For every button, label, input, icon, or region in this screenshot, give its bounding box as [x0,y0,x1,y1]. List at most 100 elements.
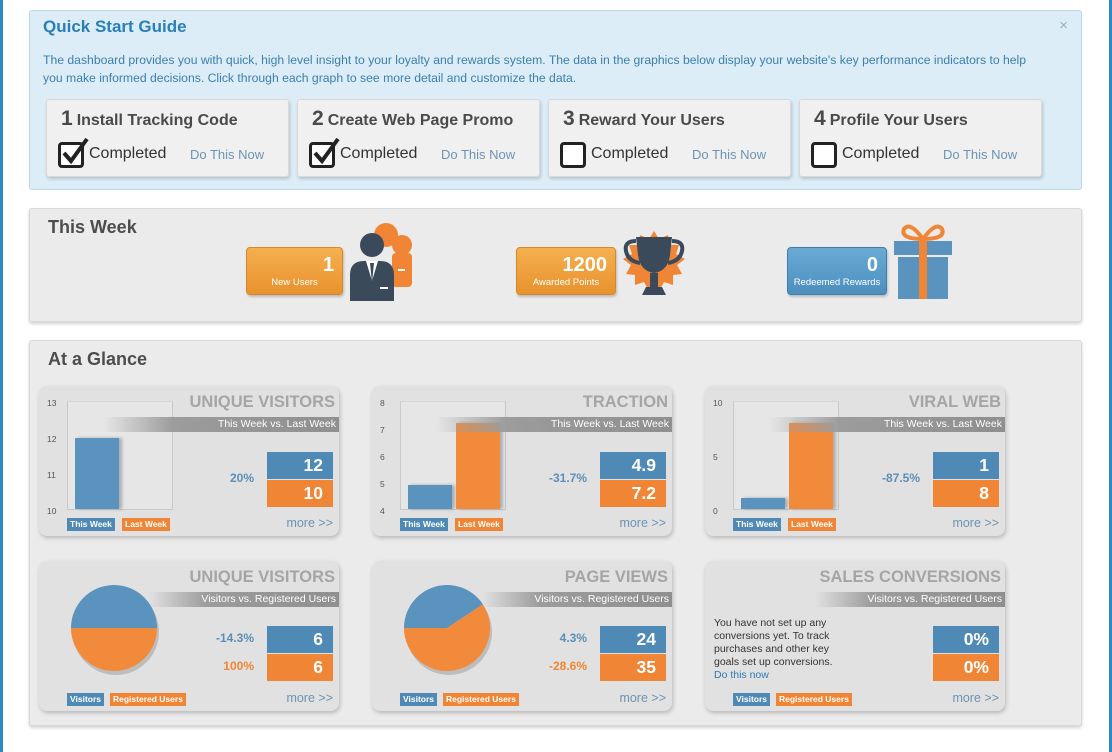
step-status: Completed [340,145,418,162]
visitors-value: 6 [267,626,333,653]
step-reward-your-users: 3 Reward Your Users Completed Do This Now [548,99,791,177]
this-week-value: 4.9 [600,452,666,479]
registered-change-percent: 100% [223,659,260,673]
y-tick-label: 5 [713,452,718,462]
awarded-points-label: Awarded Points [532,277,600,288]
y-tick-label: 10 [47,506,57,516]
viral-web-card[interactable]: 10 5 0 This Week Last Week VIRAL WEB Thi… [705,386,1005,536]
y-tick-label: 5 [380,479,385,489]
pie-slice-registered [71,628,157,671]
legend-registered-users: Registered Users [776,693,852,706]
pie-slice-registered [404,604,490,671]
y-tick-label: 4 [380,506,385,516]
window-border-left [0,0,3,752]
unique-visitors-registered-card[interactable]: Visitors Registered Users UNIQUE VISITOR… [39,561,339,711]
pie-chart [404,585,492,675]
sales-conversions-card[interactable]: You have not set up any conversions yet.… [705,561,1005,711]
more-link[interactable]: more >> [286,516,333,530]
legend-last-week: Last Week [788,518,836,531]
registered-change-percent: -28.6% [549,659,593,673]
bar-last-week [789,423,833,509]
y-tick-label: 8 [380,398,385,408]
step-label: Create Web Page Promo [327,112,514,129]
close-icon[interactable]: × [1059,17,1068,34]
redeemed-rewards-badge[interactable]: 0 Redeemed Rewards [787,247,887,295]
last-week-value: 7.2 [600,480,666,507]
legend-visitors: Visitors [67,693,105,706]
legend-this-week: This Week [733,518,781,531]
y-tick-label: 11 [47,470,56,480]
quick-start-title: Quick Start Guide [43,17,187,36]
card-title: PAGE VIEWS [564,568,668,586]
do-this-now-link[interactable]: Do This Now [441,147,516,162]
card-subtitle: This Week vs. Last Week [103,417,339,432]
redeemed-rewards-label: Redeemed Rewards [793,277,881,288]
y-tick-label: 10 [713,398,723,408]
unique-visitors-card[interactable]: 13 12 11 10 This Week Last Week UNIQUE V… [39,386,339,536]
step-checkbox-unchecked[interactable] [560,142,586,168]
more-link[interactable]: more >> [286,691,333,705]
legend-visitors: Visitors [733,693,771,706]
new-users-value: 1 [322,254,334,276]
legend-registered-users: Registered Users [443,693,519,706]
checkmark-icon [62,137,89,165]
registered-value: 6 [267,654,333,681]
at-a-glance-panel: At a Glance 13 12 11 10 This Week Last W… [29,340,1082,726]
redeemed-rewards-value: 0 [866,254,878,276]
card-subtitle: Visitors vs. Registered Users [149,592,339,607]
step-profile-your-users: 4 Profile Your Users Completed Do This No… [799,99,1042,177]
trophy-icon [623,231,685,295]
step-label: Install Tracking Code [76,112,238,129]
step-checkbox-checked[interactable] [309,137,340,168]
pie-slice-visitors [404,585,483,628]
window-border-right [1109,0,1112,752]
page-views-card[interactable]: Visitors Registered Users PAGE VIEWS Vis… [372,561,672,711]
step-status: Completed [842,145,920,162]
step-number: 3 [563,107,575,130]
legend-last-week: Last Week [455,518,503,531]
registered-value: 35 [600,654,666,681]
bar-this-week [408,484,452,509]
traction-card[interactable]: 8 7 6 5 4 This Week Last Week TRACTION T… [372,386,672,536]
legend-this-week: This Week [67,518,115,531]
last-week-value: 8 [933,480,999,507]
step-status: Completed [591,145,669,162]
more-link[interactable]: more >> [619,516,666,530]
do-this-now-link[interactable]: Do this now [714,669,769,681]
do-this-now-link[interactable]: Do This Now [692,147,767,162]
registered-value: 0% [933,654,999,681]
bar-last-week [456,423,500,509]
change-percent: 20% [230,471,260,485]
step-number: 1 [61,107,73,130]
do-this-now-link[interactable]: Do This Now [190,147,265,162]
step-number: 4 [814,107,826,130]
card-subtitle: This Week vs. Last Week [436,417,672,432]
bar-plot [400,401,506,510]
awarded-points-badge[interactable]: 1200 Awarded Points [516,247,616,295]
change-percent: -31.7% [549,471,593,485]
legend-this-week: This Week [400,518,448,531]
legend-visitors: Visitors [400,693,438,706]
legend-registered-users: Registered Users [110,693,186,706]
visitors-value: 24 [600,626,666,653]
step-label: Profile Your Users [829,112,968,129]
new-users-badge[interactable]: 1 New Users [246,247,343,295]
bar-this-week [741,498,785,509]
legend-last-week: Last Week [122,518,170,531]
y-tick-label: 6 [380,452,385,462]
step-checkbox-checked[interactable] [58,137,89,168]
visitors-change-percent: 4.3% [560,631,593,645]
awarded-points-value: 1200 [562,254,608,276]
step-checkbox-unchecked[interactable] [811,142,837,168]
at-a-glance-title: At a Glance [48,349,148,369]
card-subtitle: This Week vs. Last Week [769,417,1005,432]
checkmark-icon [313,137,340,165]
quick-start-guide: Quick Start Guide × The dashboard provid… [29,10,1082,190]
more-link[interactable]: more >> [952,691,999,705]
more-link[interactable]: more >> [952,516,999,530]
do-this-now-link[interactable]: Do This Now [943,147,1018,162]
card-title: UNIQUE VISITORS [189,393,335,411]
step-install-tracking-code: 1 Install Tracking Code Completed Do This… [46,99,289,177]
more-link[interactable]: more >> [619,691,666,705]
step-status: Completed [89,145,167,162]
